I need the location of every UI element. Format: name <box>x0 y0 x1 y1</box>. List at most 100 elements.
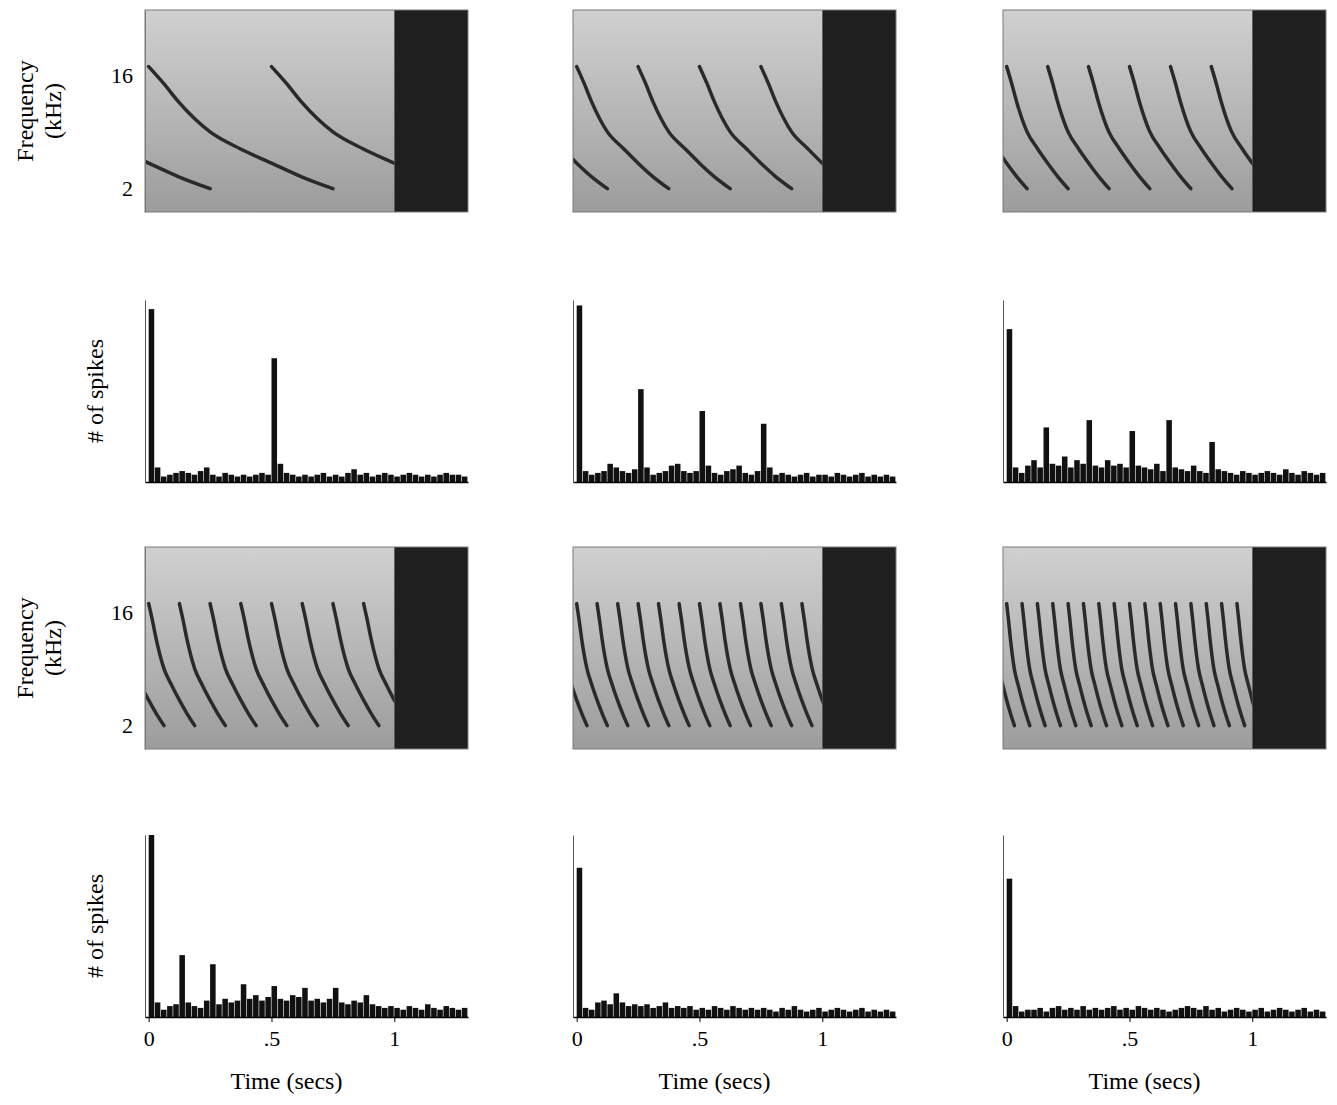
axis-title-line: Frequency <box>12 60 38 161</box>
bar <box>333 475 339 482</box>
bar <box>155 1002 161 1017</box>
bar <box>1234 1008 1240 1017</box>
bar <box>761 1008 767 1017</box>
bar <box>767 467 773 482</box>
spectrogram-background <box>1003 10 1252 212</box>
tick: 0 <box>1002 1017 1013 1051</box>
bar <box>632 1004 638 1017</box>
tick: 16 <box>111 600 145 625</box>
bar <box>462 477 468 482</box>
bar <box>388 1006 394 1017</box>
spectrogram-background <box>145 547 394 749</box>
plot-frame <box>573 10 896 212</box>
fm-sweep <box>577 67 669 189</box>
bar <box>456 475 462 482</box>
fm-sweep <box>720 604 751 726</box>
tick: 2 <box>122 713 145 738</box>
bar <box>253 475 259 482</box>
bar <box>179 955 185 1017</box>
axis-title-line: (kHz) <box>40 620 66 676</box>
bar <box>847 1012 853 1017</box>
bar <box>443 1006 449 1017</box>
bar <box>345 1004 351 1017</box>
bar <box>284 1001 290 1017</box>
bar <box>186 473 192 482</box>
bar <box>712 1006 718 1017</box>
bar <box>761 424 767 482</box>
axis-title: Frequency(kHz) <box>12 60 66 161</box>
bar <box>626 473 632 482</box>
bar <box>657 1006 663 1017</box>
axis-line <box>145 11 146 213</box>
bar <box>278 999 284 1017</box>
fm-sweep <box>1211 67 1252 189</box>
fm-sweep <box>1129 604 1152 726</box>
bar <box>204 467 210 482</box>
bar <box>425 1004 431 1017</box>
bar <box>1123 467 1129 482</box>
bar <box>400 1010 406 1017</box>
bar <box>890 1012 896 1017</box>
bar <box>1037 1008 1043 1017</box>
bar <box>1222 471 1228 482</box>
bar <box>376 1006 382 1017</box>
fm-sweep <box>1068 604 1091 726</box>
bar <box>1074 1010 1080 1017</box>
bar <box>259 473 265 482</box>
axis-line <box>1003 836 1004 1018</box>
spectrogram-panel: 2 16 <box>26 10 468 213</box>
bar <box>749 1008 755 1017</box>
figure: 216Frequency(kHz)# of spikes216Frequency… <box>0 0 1337 1105</box>
bar <box>724 471 730 482</box>
spectrogram-panel: 2 16 <box>111 547 468 750</box>
bar <box>149 835 155 1017</box>
bar <box>198 1008 204 1017</box>
bar <box>1166 1012 1172 1017</box>
bar <box>1056 466 1062 482</box>
bar <box>1320 473 1326 482</box>
bar <box>1123 1008 1129 1017</box>
bar <box>1289 473 1295 482</box>
bar <box>859 473 865 482</box>
tick-mark <box>394 1017 395 1022</box>
bar <box>1117 1010 1123 1017</box>
bar <box>669 1008 675 1017</box>
bars <box>1007 879 1326 1017</box>
bar <box>1105 460 1111 482</box>
spectrogram-panel <box>556 547 896 749</box>
tick-label: 0 <box>1002 1026 1013 1051</box>
bar <box>296 997 302 1017</box>
y-axis <box>573 301 574 483</box>
bar <box>1044 1012 1050 1017</box>
bar <box>1283 469 1289 482</box>
bar <box>1148 469 1154 482</box>
bar <box>1093 1008 1099 1017</box>
bar <box>1166 420 1172 482</box>
bar <box>155 467 161 482</box>
bar <box>216 477 222 482</box>
bar <box>1117 464 1123 482</box>
bar <box>1087 1010 1093 1017</box>
bar <box>638 389 644 482</box>
bar <box>394 1008 400 1017</box>
tick: 2 <box>122 176 145 201</box>
bar <box>1142 467 1148 482</box>
bar <box>173 1004 179 1017</box>
bar <box>308 477 314 482</box>
bar <box>192 475 198 482</box>
silence <box>822 10 896 212</box>
axis-line <box>573 836 574 1018</box>
bar <box>235 477 241 482</box>
bar <box>419 1010 425 1017</box>
bar <box>841 475 847 482</box>
axis-line <box>146 482 469 484</box>
tick: 16 <box>111 63 145 88</box>
fm-sweep <box>241 604 287 726</box>
bar <box>706 1010 712 1017</box>
x-axis: 0.51 <box>572 1017 897 1051</box>
bar <box>871 1010 877 1017</box>
bar <box>1044 427 1050 482</box>
bar <box>583 471 589 482</box>
bar <box>798 1010 804 1017</box>
bar <box>816 1008 822 1017</box>
